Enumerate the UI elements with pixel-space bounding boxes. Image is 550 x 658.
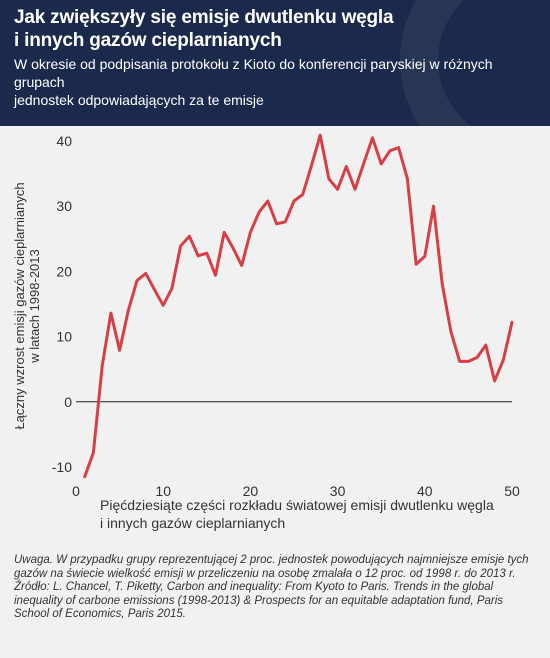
x-tick-label: 0	[72, 483, 80, 499]
page-title: Jak zwiększyły się emisje dwutlenku węgl…	[14, 6, 534, 52]
series-line	[83, 133, 514, 479]
x-tick-label: 30	[330, 483, 346, 499]
y-tick-label: 20	[56, 263, 72, 279]
y-axis-label-line-2: w latach 1998-2013	[27, 249, 42, 363]
y-axis-label-line-1: Łączny wzrost emisji gazów cieplarnianyc…	[12, 182, 27, 429]
x-tick-label: 10	[155, 483, 171, 499]
title-line-2: i innych gazów cieplarnianych	[14, 30, 282, 51]
axis-labels: Pięćdziesiąte części rozkładu światowej …	[12, 182, 494, 531]
x-tick-label: 40	[417, 483, 433, 499]
x-axis-label-line-1: Pięćdziesiąte części rozkładu światowej …	[100, 497, 494, 513]
x-axis-label-line-2: i innych gazów cieplarnianych	[100, 515, 285, 531]
header: Jak zwiększyły się emisje dwutlenku węgl…	[0, 0, 550, 126]
page-subtitle: W okresie od podpisania protokołu z Kiot…	[14, 55, 534, 109]
y-tick-label: 0	[64, 394, 72, 410]
x-tick-label: 50	[504, 483, 520, 499]
y-tick-label: 10	[56, 329, 72, 345]
y-tick-label: 30	[56, 198, 72, 214]
subtitle-line-1: W okresie od podpisania protokołu z Kiot…	[14, 56, 493, 90]
y-tick-label: -10	[52, 459, 72, 475]
footnote-note: Uwaga. W przypadku grupy reprezentującej…	[14, 554, 529, 580]
x-tick-label: 20	[243, 483, 259, 499]
title-line-1: Jak zwiększyły się emisje dwutlenku węgl…	[14, 7, 394, 28]
series	[83, 133, 514, 479]
footnote-source: Źródło: L. Chancel, T. Piketty, Carbon a…	[14, 581, 504, 620]
subtitle-line-2: jednostek odpowiadających za te emisje	[14, 92, 264, 108]
footnotes: Uwaga. W przypadku grupy reprezentującej…	[14, 554, 534, 622]
y-tick-label: 40	[56, 133, 72, 149]
